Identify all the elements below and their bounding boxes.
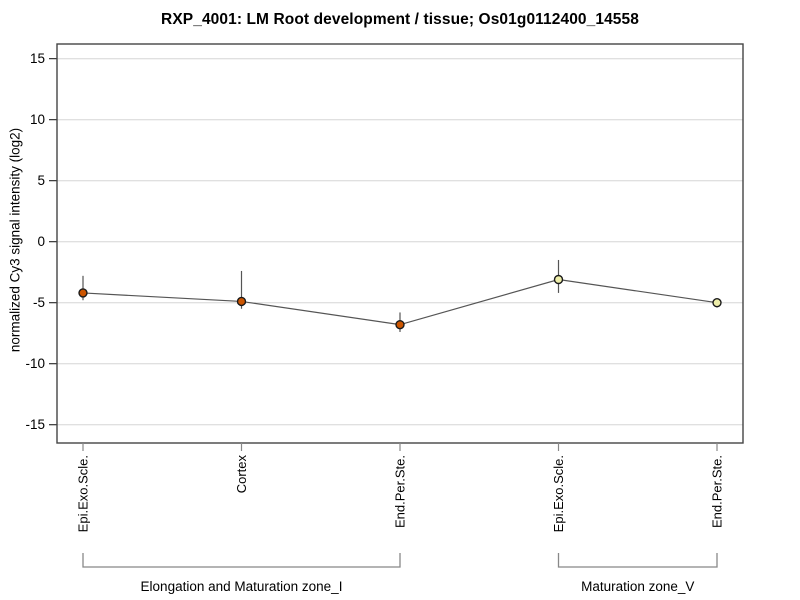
plot-frame <box>56 43 744 444</box>
y-tick-label: -15 <box>25 417 45 432</box>
y-tick-label: 0 <box>37 234 45 249</box>
y-tick-label: -10 <box>25 356 45 371</box>
data-point <box>236 296 247 307</box>
y-tick-label: -5 <box>33 295 45 310</box>
x-tick-label: Epi.Exo.Scle. <box>551 455 566 532</box>
y-tick-label: 15 <box>30 51 45 66</box>
data-point <box>553 274 564 285</box>
x-tick-label: End.Per.Ste. <box>710 455 725 528</box>
x-tick-label: End.Per.Ste. <box>393 455 408 528</box>
data-point <box>78 288 88 298</box>
x-tick-label: Cortex <box>234 455 249 494</box>
group-label: Elongation and Maturation zone_I <box>141 579 343 594</box>
chart-title: RXP_4001: LM Root development / tissue; … <box>161 11 639 28</box>
group-bracket <box>557 553 718 568</box>
data-point <box>712 297 722 308</box>
data-point <box>395 319 405 330</box>
y-tick-label: 5 <box>37 173 45 188</box>
group-label: Maturation zone_V <box>581 579 694 594</box>
group-bracket <box>82 553 401 568</box>
y-tick-label: 10 <box>30 112 45 127</box>
x-tick-label: Epi.Exo.Scle. <box>76 455 91 532</box>
